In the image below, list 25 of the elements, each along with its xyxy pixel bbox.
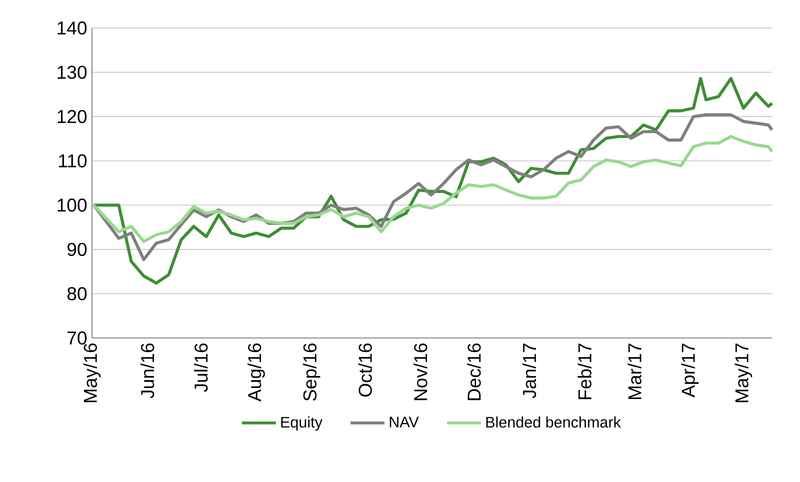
y-tick-label: 90 [67, 242, 87, 256]
x-tick-label: Oct/16 [358, 344, 372, 397]
y-tick-label: 100 [58, 198, 87, 212]
x-tick-label: Jul/16 [194, 344, 208, 392]
legend-label: Blended benchmark [486, 416, 621, 428]
y-tick-label: 120 [58, 110, 87, 124]
x-tick-label: Feb/17 [578, 344, 592, 400]
legend-label: NAV [390, 416, 419, 428]
y-tick-label: 140 [58, 21, 87, 35]
x-tick-label: Sep/16 [302, 344, 320, 401]
legend-label: Equity [281, 416, 322, 431]
x-tick-label: Jun/16 [140, 344, 154, 398]
x-tick-label: Nov/16 [414, 344, 428, 400]
line-series [92, 134, 774, 243]
y-tick-label: 130 [58, 66, 87, 79]
x-tick-label: Dec/16 [467, 344, 481, 400]
x-tick-label: May/16 [83, 344, 101, 402]
x-tick-label: May/17 [734, 344, 752, 402]
y-tick-label: 80 [67, 287, 87, 300]
x-tick-label: Mar/17 [628, 344, 642, 400]
x-tick-label: Apr/17 [681, 344, 699, 398]
y-tick-label: 110 [59, 154, 87, 168]
y-tick-label: 70 [68, 331, 87, 345]
x-tick-label: Aug/16 [248, 344, 265, 402]
x-tick-label: Jan/17 [522, 344, 536, 398]
